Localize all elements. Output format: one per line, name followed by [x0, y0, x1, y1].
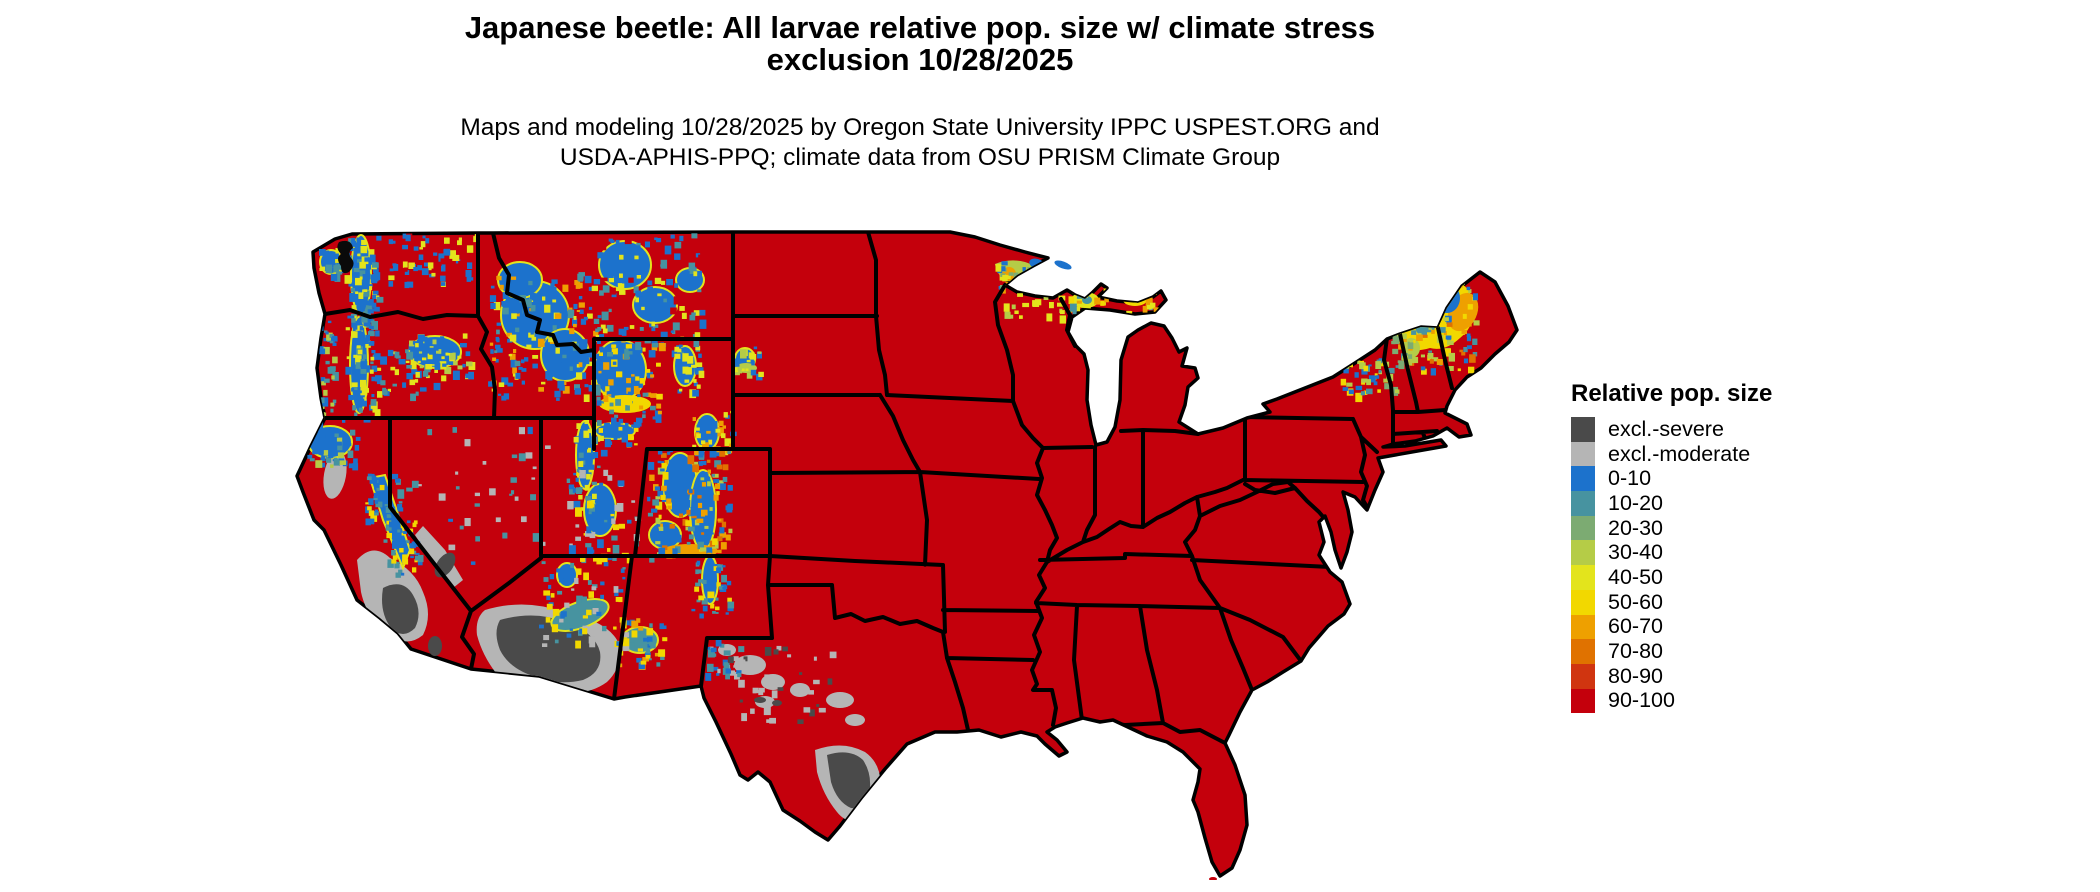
isle-royale: [1054, 260, 1072, 270]
legend-swatch: [1571, 417, 1595, 442]
legend-item: 10-20: [1571, 491, 1871, 516]
legend-item: 40-50: [1571, 565, 1871, 590]
us-map-svg: [295, 230, 1519, 880]
raster-overlays: [306, 233, 1480, 822]
title-line-1: Japanese beetle: All larvae relative pop…: [464, 10, 1376, 45]
legend-swatch: [1571, 614, 1595, 640]
legend-swatch: [1571, 441, 1595, 467]
legend-label: 10-20: [1608, 490, 1663, 515]
us-landmass: [295, 230, 1519, 878]
legend-item: 80-90: [1571, 664, 1871, 689]
us-raster-map: [295, 220, 1535, 880]
legend-title: Relative pop. size: [1571, 380, 1773, 407]
legend-item: excl.-moderate: [1571, 442, 1871, 467]
legend: Relative pop. size excl.-severe excl.-mod…: [1571, 380, 1871, 714]
legend-swatch: [1571, 540, 1595, 566]
legend-label: 20-30: [1608, 515, 1663, 540]
legend-label: excl.-moderate: [1608, 441, 1751, 466]
legend-item: 60-70: [1571, 614, 1871, 640]
subtitle-line-1: Maps and modeling 10/28/2025 by Oregon S…: [460, 114, 1380, 141]
legend-item: 20-30: [1571, 516, 1871, 541]
legend-swatch: [1571, 466, 1595, 492]
puget-sound-inlet: [337, 240, 354, 274]
legend-item: 50-60: [1571, 590, 1871, 615]
legend-rows: excl.-severe excl.-moderate 0-10 10-20 20-30…: [1571, 417, 1871, 714]
legend-item: excl.-severe: [1571, 417, 1871, 442]
legend-label: 0-10: [1608, 466, 1652, 491]
legend-label: 50-60: [1608, 589, 1663, 614]
legend-label: 70-80: [1608, 639, 1663, 664]
title-line-2: exclusion 10/28/2025: [766, 41, 1074, 77]
map-title: Japanese beetle: All larvae relative pop…: [0, 12, 1840, 75]
legend-label: 60-70: [1608, 614, 1663, 639]
legend-label: 90-100: [1608, 688, 1675, 713]
legend-label: 30-40: [1608, 540, 1663, 565]
state-borders: [323, 232, 1454, 745]
legend-label: 40-50: [1608, 564, 1663, 589]
subtitle-line-2: USDA-APHIS-PPQ; climate data from OSU PR…: [559, 143, 1281, 171]
legend-label: excl.-severe: [1608, 416, 1724, 441]
legend-item: 30-40: [1571, 540, 1871, 566]
legend-item: 90-100: [1571, 688, 1871, 714]
florida-keys: [1209, 877, 1217, 880]
exclusion-severe-zones: [382, 552, 871, 809]
legend-item: 70-80: [1571, 639, 1871, 664]
legend-swatch: [1571, 639, 1595, 664]
map-subtitle: Maps and modeling 10/28/2025 by Oregon S…: [0, 113, 1840, 173]
legend-swatch: [1571, 688, 1595, 714]
legend-swatch: [1571, 589, 1595, 615]
legend-swatch: [1571, 565, 1595, 590]
legend-label: 80-90: [1608, 663, 1663, 688]
legend-swatch: [1571, 515, 1595, 541]
legend-swatch: [1571, 663, 1595, 689]
legend-swatch: [1571, 491, 1595, 516]
legend-item: 0-10: [1571, 466, 1871, 492]
